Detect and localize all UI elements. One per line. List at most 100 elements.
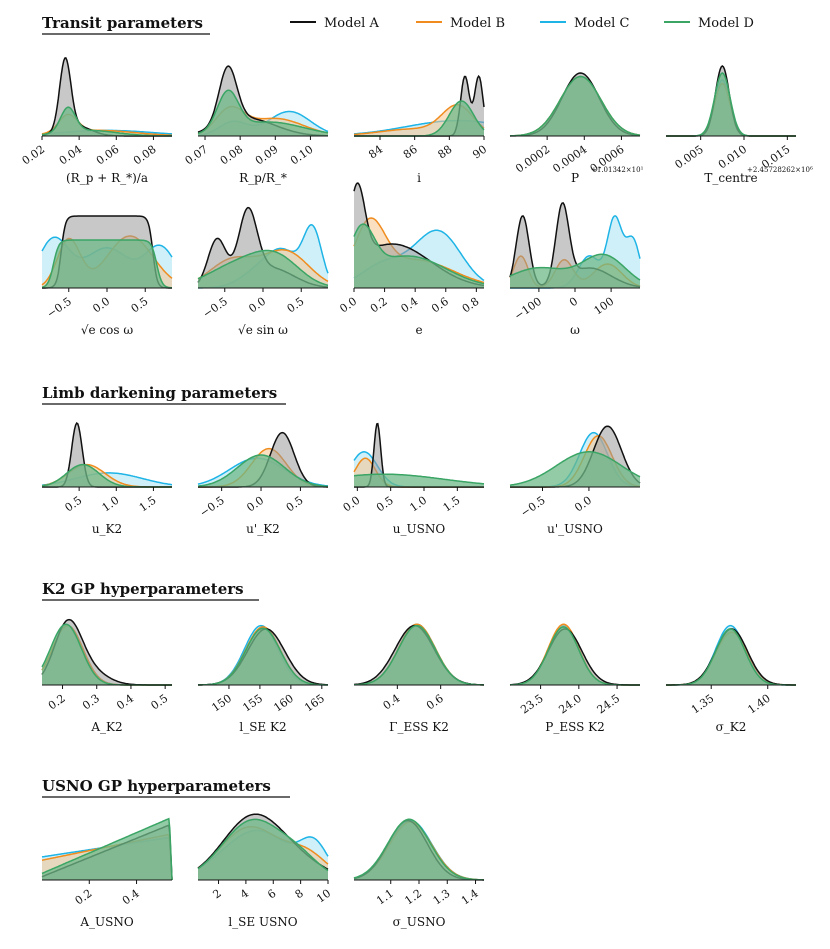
panel-u-k2: 0.5 1.0 1.5 u_K2 <box>41 422 173 536</box>
x-tick-label: 0.10 <box>288 143 316 168</box>
x-tick-label: 0.0 <box>341 494 363 515</box>
x-axis-label: σ_K2 <box>716 720 747 734</box>
x-tick-label: 160 <box>271 692 296 715</box>
x-tick-label: 1.1 <box>374 887 396 908</box>
panel-u-usno: −0.5 0.0 u'_USNO <box>509 425 641 536</box>
x-axis-label: T_centre <box>704 171 757 185</box>
x-tick-label: 0.07 <box>183 143 211 168</box>
density-line-model-d <box>197 89 329 135</box>
legend-label-model-b: Model B <box>450 16 505 31</box>
density-fill-model-d <box>198 250 328 288</box>
density-fill-model-d <box>354 474 484 487</box>
x-axis-label: Γ_ESS K2 <box>389 720 449 734</box>
x-tick-label: 23.5 <box>518 692 546 717</box>
x-tick-label: −100 <box>512 295 544 323</box>
x-tick-label: 88 <box>436 143 455 162</box>
x-tick-label: 0.0 <box>337 295 359 316</box>
x-tick-label: 1.0 <box>100 494 122 515</box>
density-fill-model-d <box>510 451 640 487</box>
x-tick-label: 8 <box>293 887 306 902</box>
x-tick-label: 0.0 <box>90 295 112 316</box>
x-tick-label: 100 <box>592 295 617 318</box>
density-line-model-a <box>42 215 172 289</box>
x-tick-label: 0.4 <box>399 295 421 316</box>
x-tick-label: 0.0 <box>246 295 268 316</box>
density-fill-model-d <box>42 464 172 487</box>
x-axis-label: √e cos ω <box>81 323 133 337</box>
x-axis-label: l_SE K2 <box>239 720 286 734</box>
density-fill-model-d <box>198 455 328 487</box>
x-tick-label: 0.8 <box>460 295 482 316</box>
x-tick-label: 0.5 <box>284 494 306 515</box>
x-tick-label: 165 <box>302 692 327 715</box>
x-tick-label: 0.010 <box>716 143 749 172</box>
panel-l-se-k2: 150 155 160 165 l_SE K2 <box>197 624 329 734</box>
x-tick-label: 0.5 <box>149 692 171 713</box>
panel-r-p-r-a: 0.02 0.04 0.06 0.08 (R_p + R_*)/a <box>20 57 173 185</box>
section-title-limb-darkening: Limb darkening parameters <box>42 384 277 402</box>
x-tick-label: 0.6 <box>424 692 446 713</box>
x-tick-label: 0 <box>567 295 580 310</box>
density-line-model-d <box>666 628 796 686</box>
x-tick-label: 0.3 <box>80 692 102 713</box>
x-tick-label: 90 <box>470 143 489 162</box>
section-title-usno-gp: USNO GP hyperparameters <box>42 777 271 795</box>
panel-k2: 1.35 1.40 σ_K2 <box>666 624 796 734</box>
x-axis-label: A_USNO <box>79 915 134 929</box>
density-fill-model-d <box>510 76 640 136</box>
x-axis-label: σ_USNO <box>393 915 446 929</box>
density-fill-model-d <box>42 624 172 685</box>
legend-label-model-c: Model C <box>574 16 629 31</box>
density-line-model-d <box>509 451 641 486</box>
x-tick-label: 0.08 <box>218 143 246 168</box>
x-tick-label: 1.3 <box>431 887 453 908</box>
x-tick-label: 0.0002 <box>513 143 552 176</box>
density-line-model-d <box>510 75 641 137</box>
density-line-model-d <box>197 454 329 488</box>
panel-i: 84 86 88 90 i <box>353 74 489 185</box>
x-tick-label: 0.5 <box>63 494 85 515</box>
x-tick-label: 2 <box>210 887 223 902</box>
x-axis-label: u'_K2 <box>246 522 280 536</box>
panel-usno: 1.1 1.2 1.3 1.4 σ_USNO <box>353 818 485 929</box>
x-tick-label: 0.4 <box>114 692 136 713</box>
x-tick-label: 0.5 <box>129 295 151 316</box>
panel-e-cos: −0.5 0.0 0.5 √e cos ω <box>41 215 173 337</box>
density-fill-model-d <box>354 101 484 136</box>
density-line-model-d <box>41 817 173 881</box>
x-tick-label: 24.0 <box>556 692 584 717</box>
x-tick-label: 1.40 <box>745 692 773 717</box>
panel-u-k2: −0.5 0.0 0.5 u'_K2 <box>197 431 329 536</box>
panel-ess-k2: 0.4 0.6 Γ_ESS K2 <box>353 623 484 734</box>
x-tick-label: 4 <box>238 887 251 902</box>
x-axis-label: ω <box>570 323 580 337</box>
density-line-model-d <box>353 818 484 881</box>
density-fill-model-d <box>42 107 172 136</box>
x-axis-label: A_K2 <box>90 720 122 734</box>
density-fill-model-a <box>198 432 328 487</box>
x-tick-label: 0.09 <box>253 143 281 168</box>
x-tick-label: 1.35 <box>689 692 717 717</box>
x-axis-label: R_p/R_* <box>239 171 287 185</box>
density-line-model-d <box>353 223 485 285</box>
x-axis-label: u'_USNO <box>547 522 603 536</box>
x-tick-label: 1.5 <box>441 494 463 515</box>
x-tick-label: 24.5 <box>595 692 623 717</box>
x-axis-label: √e sin ω <box>238 323 288 337</box>
x-tick-label: −0.5 <box>518 494 547 520</box>
density-fill-model-d <box>198 90 328 136</box>
x-tick-label: 0.2 <box>73 887 95 908</box>
x-tick-label: 10 <box>314 887 333 906</box>
x-tick-label: 0.005 <box>673 143 706 172</box>
panel-p-ess-k2: 23.5 24.0 24.5 P_ESS K2 <box>509 623 640 734</box>
x-tick-label: 0.0 <box>244 494 266 515</box>
density-line-model-d <box>509 253 641 281</box>
x-axis-offset: +1.01342×10¹ <box>591 166 644 174</box>
panel-a-k2: 0.2 0.3 0.4 0.5 A_K2 <box>41 618 172 734</box>
x-tick-label: 6 <box>265 887 278 902</box>
x-axis-label: l_SE USNO <box>228 915 297 929</box>
x-tick-label: −0.5 <box>197 494 226 520</box>
